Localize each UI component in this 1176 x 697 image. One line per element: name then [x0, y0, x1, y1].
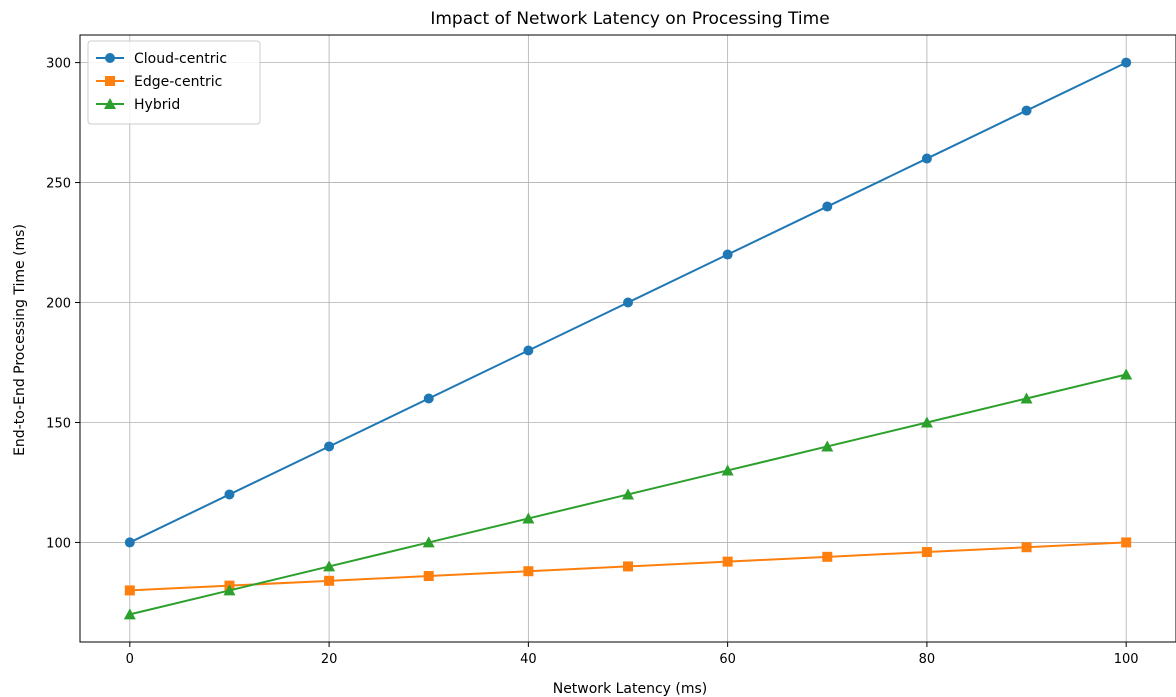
- data-point-cloud-centric: [1121, 57, 1132, 68]
- legend-item-cloud-centric: Cloud-centric: [96, 51, 227, 67]
- data-point-cloud-centric: [124, 537, 135, 548]
- legend-marker: [104, 98, 116, 109]
- x-tick-label: 40: [520, 652, 537, 667]
- data-point-cloud-centric: [423, 393, 434, 404]
- data-point-hybrid: [123, 608, 136, 620]
- legend-marker: [105, 76, 115, 86]
- chart-title: Impact of Network Latency on Processing …: [430, 9, 829, 29]
- data-point-hybrid: [323, 560, 336, 572]
- data-point-edge-centric: [124, 585, 135, 596]
- data-point-hybrid: [522, 512, 535, 524]
- grid: [80, 35, 1176, 642]
- data-point-hybrid: [622, 488, 634, 500]
- data-point-cloud-centric: [921, 153, 932, 164]
- data-point-hybrid: [1120, 368, 1133, 380]
- data-point-edge-centric: [423, 571, 434, 582]
- series-layer: [123, 57, 1133, 620]
- x-tick-label: 0: [126, 652, 134, 667]
- x-tick-label: 20: [321, 652, 338, 667]
- data-point-hybrid: [223, 584, 236, 596]
- axes: 0 20 40 60 80 100 100 150 200 250 300: [46, 34, 1176, 667]
- y-tick-label: 300: [46, 57, 71, 72]
- data-point-cloud-centric: [1021, 105, 1032, 116]
- legend-box: [87, 40, 261, 125]
- data-point-edge-centric: [324, 575, 335, 586]
- y-tick-label: 200: [46, 297, 71, 312]
- data-point-cloud-centric: [523, 345, 534, 356]
- legend-item-hybrid: Hybrid: [96, 97, 180, 113]
- data-point-edge-centric: [822, 551, 833, 562]
- y-axis-label: End-to-End Processing Time (ms): [12, 224, 28, 456]
- legend-label: Edge-centric: [134, 74, 222, 90]
- legend-label: Cloud-centric: [134, 51, 227, 67]
- y-tick-label: 150: [46, 416, 71, 431]
- y-tick-label: 100: [46, 536, 71, 551]
- data-point-edge-centric: [1021, 542, 1032, 553]
- data-point-hybrid: [721, 464, 734, 476]
- data-point-cloud-centric: [224, 489, 235, 500]
- data-point-cloud-centric: [822, 201, 833, 212]
- plot-frame: [79, 34, 1176, 643]
- x-tick-label: 80: [919, 652, 936, 667]
- data-point-cloud-centric: [324, 441, 335, 452]
- x-tick-label: 60: [719, 652, 736, 667]
- data-point-cloud-centric: [623, 297, 633, 308]
- data-point-hybrid: [821, 440, 834, 452]
- legend-item-edge-centric: Edge-centric: [96, 74, 222, 90]
- series-cloud-centric: [124, 57, 1132, 548]
- y-tick-label: 250: [46, 177, 71, 192]
- x-axis-label: Network Latency (ms): [553, 681, 708, 697]
- data-point-hybrid: [422, 536, 435, 548]
- data-point-edge-centric: [623, 561, 633, 572]
- data-point-cloud-centric: [722, 249, 733, 260]
- data-point-hybrid: [1020, 392, 1033, 404]
- data-point-edge-centric: [722, 556, 733, 567]
- legend: Cloud-centric Edge-centric Hybrid: [87, 40, 261, 125]
- data-point-edge-centric: [1121, 537, 1132, 548]
- data-point-edge-centric: [523, 566, 534, 577]
- x-tick-label: 100: [1114, 652, 1139, 667]
- data-point-edge-centric: [921, 547, 932, 558]
- legend-label: Hybrid: [134, 97, 180, 113]
- legend-marker: [105, 53, 115, 63]
- series-hybrid: [123, 368, 1133, 620]
- data-point-hybrid: [920, 416, 933, 428]
